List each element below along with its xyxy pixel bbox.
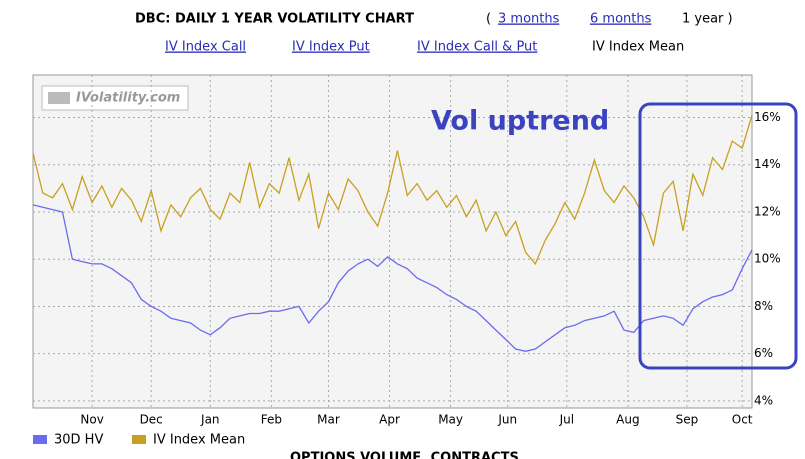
logo-icon (48, 92, 70, 104)
y-tick-label: 16% (754, 110, 781, 124)
x-tick-label: Oct (732, 413, 753, 427)
x-tick-label: Jan (200, 413, 220, 427)
x-tick-label: Jun (497, 413, 517, 427)
legend-label: 30D HV (54, 433, 103, 448)
index-link[interactable]: IV Index Call (165, 40, 246, 55)
footer: OPTIONS VOLUME, CONTRACTS (290, 451, 519, 459)
current-range: 1 year ) (682, 12, 733, 27)
x-tick-label: Aug (616, 413, 639, 427)
annotation: Vol uptrend (431, 106, 609, 137)
paren: ( (486, 12, 491, 27)
y-tick-label: 6% (754, 346, 773, 360)
index-link[interactable]: IV Index Call & Put (417, 40, 537, 55)
logo: IVolatility.com (76, 91, 180, 106)
index-current: IV Index Mean (592, 40, 684, 55)
y-tick-label: 12% (754, 204, 781, 218)
y-tick-label: 10% (754, 252, 781, 266)
legend-swatch (132, 435, 146, 444)
x-tick-label: May (438, 413, 463, 427)
x-tick-label: Apr (379, 413, 400, 427)
series-line (32, 114, 753, 266)
range-link[interactable]: 6 months (590, 12, 652, 27)
title: DBC: DAILY 1 YEAR VOLATILITY CHART (135, 12, 414, 27)
x-tick-label: Jul (559, 413, 574, 427)
y-tick-label: 8% (754, 299, 773, 313)
range-link[interactable]: 3 months (498, 12, 560, 27)
x-tick-label: Mar (317, 413, 340, 427)
legend-swatch (33, 435, 47, 444)
x-tick-label: Nov (80, 413, 103, 427)
x-tick-label: Sep (676, 413, 699, 427)
x-tick-label: Feb (261, 413, 282, 427)
legend-label: IV Index Mean (153, 433, 245, 448)
plot-area (32, 74, 753, 409)
y-tick-label: 14% (754, 157, 781, 171)
series-line (32, 204, 753, 352)
y-tick-label: 4% (754, 393, 773, 407)
highlight-box (638, 102, 798, 370)
index-link[interactable]: IV Index Put (292, 40, 370, 55)
x-tick-label: Dec (140, 413, 163, 427)
